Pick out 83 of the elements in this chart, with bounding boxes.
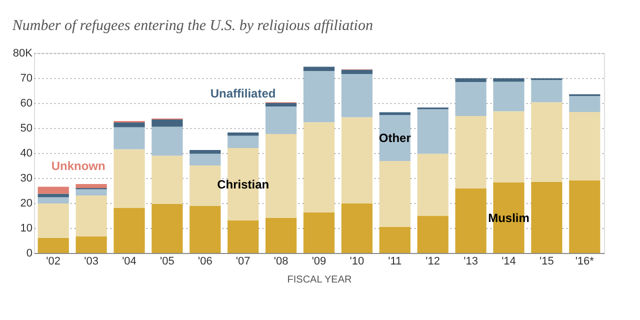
bar (455, 188, 486, 253)
bar (531, 80, 562, 102)
bar (114, 127, 145, 150)
bar (76, 184, 107, 188)
series-label: Unknown (51, 158, 106, 173)
bar (265, 103, 297, 106)
x-tick-label: '04 (122, 256, 136, 268)
bar (38, 197, 69, 204)
bar (379, 161, 410, 227)
y-tick-label: 60 (20, 98, 32, 110)
x-tick-label: '13 (464, 256, 478, 268)
x-tick-label: '16* (575, 256, 595, 268)
x-tick-label: '11 (388, 256, 402, 268)
series-label: Christian (217, 177, 270, 192)
bar (265, 218, 297, 253)
x-tick-label: '08 (274, 256, 288, 268)
bar (228, 132, 259, 136)
x-tick-label: '05 (160, 256, 174, 268)
bar (493, 82, 524, 112)
bar (455, 116, 486, 188)
bar (531, 182, 562, 253)
bar (38, 204, 69, 238)
x-tick-label: '09 (312, 256, 326, 268)
bar (303, 66, 335, 71)
series-label: Unaffiliated (210, 86, 276, 100)
y-tick-label: 50 (20, 122, 32, 134)
bar (303, 71, 335, 122)
bar (493, 78, 524, 82)
bar (417, 154, 448, 216)
chart-title: Number of refugees entering the U.S. by religious affiliation (11, 18, 373, 34)
bar (265, 106, 297, 134)
bar (38, 194, 69, 198)
bar (76, 236, 107, 253)
bar (228, 220, 259, 253)
bar (417, 109, 448, 154)
bar (38, 238, 69, 253)
x-tick-label: '14 (502, 256, 516, 268)
bar (228, 136, 259, 148)
bar (190, 154, 221, 166)
bar (341, 74, 373, 118)
bar (152, 204, 183, 253)
x-tick-label: '10 (350, 256, 364, 268)
y-tick-label: 0 (26, 248, 32, 260)
bar (531, 102, 562, 182)
y-tick-label: 80K (12, 48, 34, 60)
y-tick-label: 20 (20, 198, 32, 210)
x-tick-label: '03 (84, 256, 98, 268)
bar (341, 117, 373, 204)
bar (569, 96, 600, 112)
bar (455, 82, 486, 116)
bar (303, 122, 335, 212)
bar (569, 112, 600, 180)
bar (76, 196, 107, 236)
bar (190, 150, 221, 154)
bar (190, 206, 221, 253)
bar (569, 180, 600, 253)
bar (379, 227, 410, 253)
bar (152, 120, 183, 127)
bar (38, 186, 69, 194)
bar (114, 122, 145, 128)
y-tick-label: 30 (20, 172, 32, 184)
y-tick-label: 40 (20, 148, 32, 160)
x-tick-label: '06 (198, 256, 212, 268)
bar (379, 112, 410, 115)
bar (455, 78, 486, 82)
bar (152, 156, 183, 204)
x-tick-label: '15 (540, 256, 554, 268)
x-tick-label: '12 (426, 256, 440, 268)
bar (303, 212, 335, 253)
bar (341, 204, 373, 253)
bar (114, 149, 145, 208)
x-axis-title: FISCAL YEAR (287, 274, 352, 286)
bar (341, 70, 373, 74)
bar (76, 189, 107, 196)
bar (114, 208, 145, 253)
y-tick-label: 70 (20, 72, 32, 84)
bar (493, 111, 524, 182)
y-tick-label: 10 (20, 222, 32, 234)
x-tick-label: '07 (236, 256, 250, 268)
bar (417, 216, 448, 253)
bar (152, 126, 183, 156)
series-label: Other (378, 131, 412, 145)
x-tick-label: '02 (46, 256, 61, 268)
